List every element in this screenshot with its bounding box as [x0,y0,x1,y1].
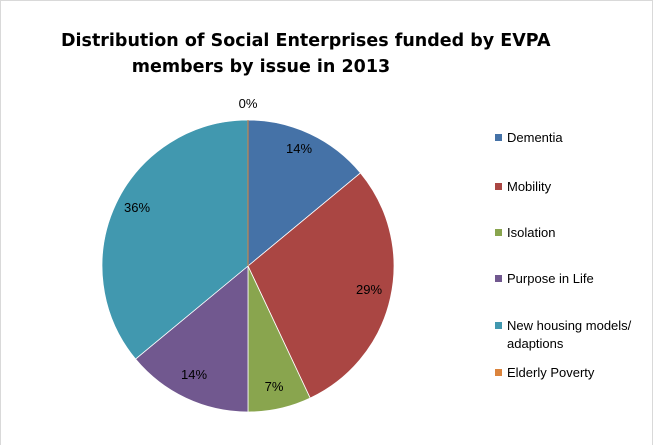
legend-swatch [495,134,502,141]
data-label-elderly-poverty: 0% [239,96,258,111]
legend-item: Elderly Poverty [495,364,652,382]
legend-swatch [495,183,502,190]
legend-label: Elderly Poverty [507,365,595,380]
legend-label: Purpose in Life [507,271,594,286]
chart-title-line-1: Distribution of Social Enterprises funde… [61,31,551,51]
legend-item: Purpose in Life [495,270,652,288]
data-label-dementia: 14% [286,141,312,156]
legend-swatch [495,275,502,282]
pie-slice-dementia [247,119,362,267]
legend-item: New housing models/ adaptions [495,317,652,353]
legend-label: New housing models/ adaptions [507,318,632,351]
data-label-isolation: 7% [265,379,284,394]
data-label-purpose-in-life: 14% [181,367,207,382]
chart-title-line-2: members by issue in 2013 [131,57,391,77]
legend-item: Isolation [495,224,652,242]
legend-swatch [495,229,502,236]
data-label-mobility: 29% [356,282,382,297]
legend-label: Isolation [507,225,556,240]
legend-label: Dementia [507,130,563,145]
pie-slice-new-housing-models-adaptions [101,119,249,360]
legend-item: Mobility [495,178,652,196]
legend-item: Dementia [495,129,652,147]
chart-title: Distribution of Social Enterprises funde… [61,28,551,80]
pie-slice-mobility [247,172,395,399]
legend-label: Mobility [507,179,552,194]
legend-swatch [495,369,502,376]
legend-swatch [495,322,502,329]
pie-slice-purpose-in-life [134,265,249,413]
data-label-new-housing-models-adaptions: 36% [124,200,150,215]
